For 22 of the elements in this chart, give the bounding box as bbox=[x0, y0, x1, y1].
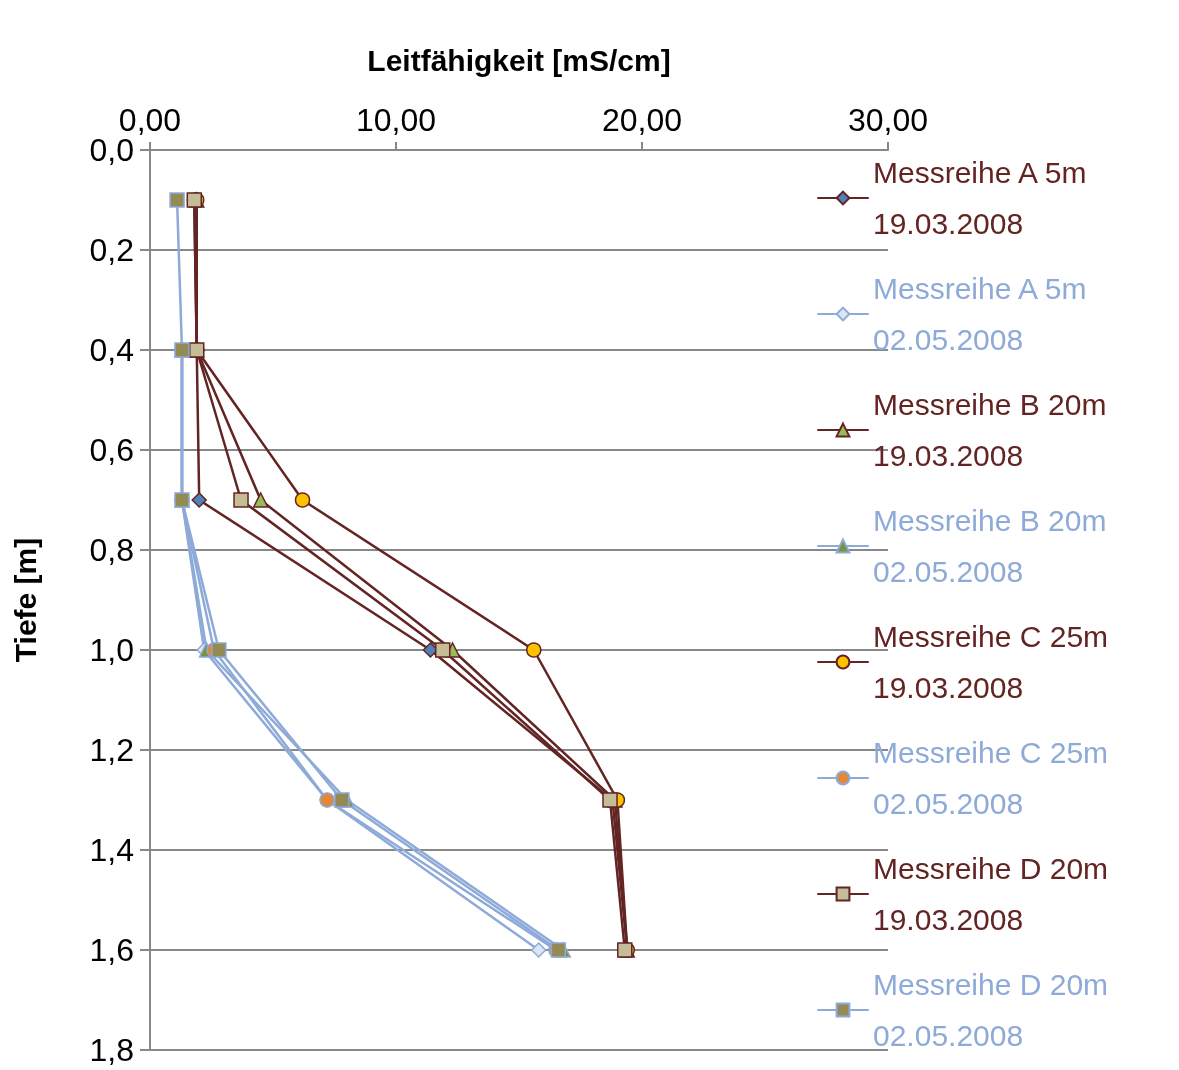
y-tick-label: 0,2 bbox=[89, 232, 134, 268]
y-tick-label: 1,4 bbox=[89, 832, 134, 868]
legend-label: Messreihe A 5m 02.05.2008 bbox=[873, 272, 1095, 356]
y-tick-label: 1,6 bbox=[89, 932, 134, 968]
y-axis-title: Tiefe [m] bbox=[8, 537, 42, 663]
legend-label: Messreihe D 20m 19.03.2008 bbox=[873, 852, 1117, 936]
legend-label: Messreihe C 25m 02.05.2008 bbox=[873, 736, 1117, 820]
y-tick-label: 1,0 bbox=[89, 632, 134, 668]
x-axis-title: Leitfähigkeit [mS/cm] bbox=[367, 43, 671, 77]
x-tick-label: 20,00 bbox=[601, 102, 683, 138]
legend-label: Messreihe B 20m 02.05.2008 bbox=[873, 504, 1115, 588]
legend-label: Messreihe B 20m 19.03.2008 bbox=[873, 388, 1115, 472]
legend-label: Messreihe C 25m 19.03.2008 bbox=[873, 620, 1117, 704]
x-tick-label: 30,00 bbox=[847, 102, 929, 138]
y-tick-label: 1,2 bbox=[89, 732, 134, 768]
y-tick-label: 0,8 bbox=[89, 532, 134, 568]
legend-label: Messreihe A 5m 19.03.2008 bbox=[873, 156, 1095, 240]
y-tick-label: 0,4 bbox=[89, 332, 134, 368]
y-tick-label: 0,6 bbox=[89, 432, 134, 468]
x-tick-label: 10,00 bbox=[355, 102, 437, 138]
y-tick-label: 1,8 bbox=[89, 1032, 134, 1068]
legend-label: Messreihe D 20m 02.05.2008 bbox=[873, 968, 1117, 1052]
